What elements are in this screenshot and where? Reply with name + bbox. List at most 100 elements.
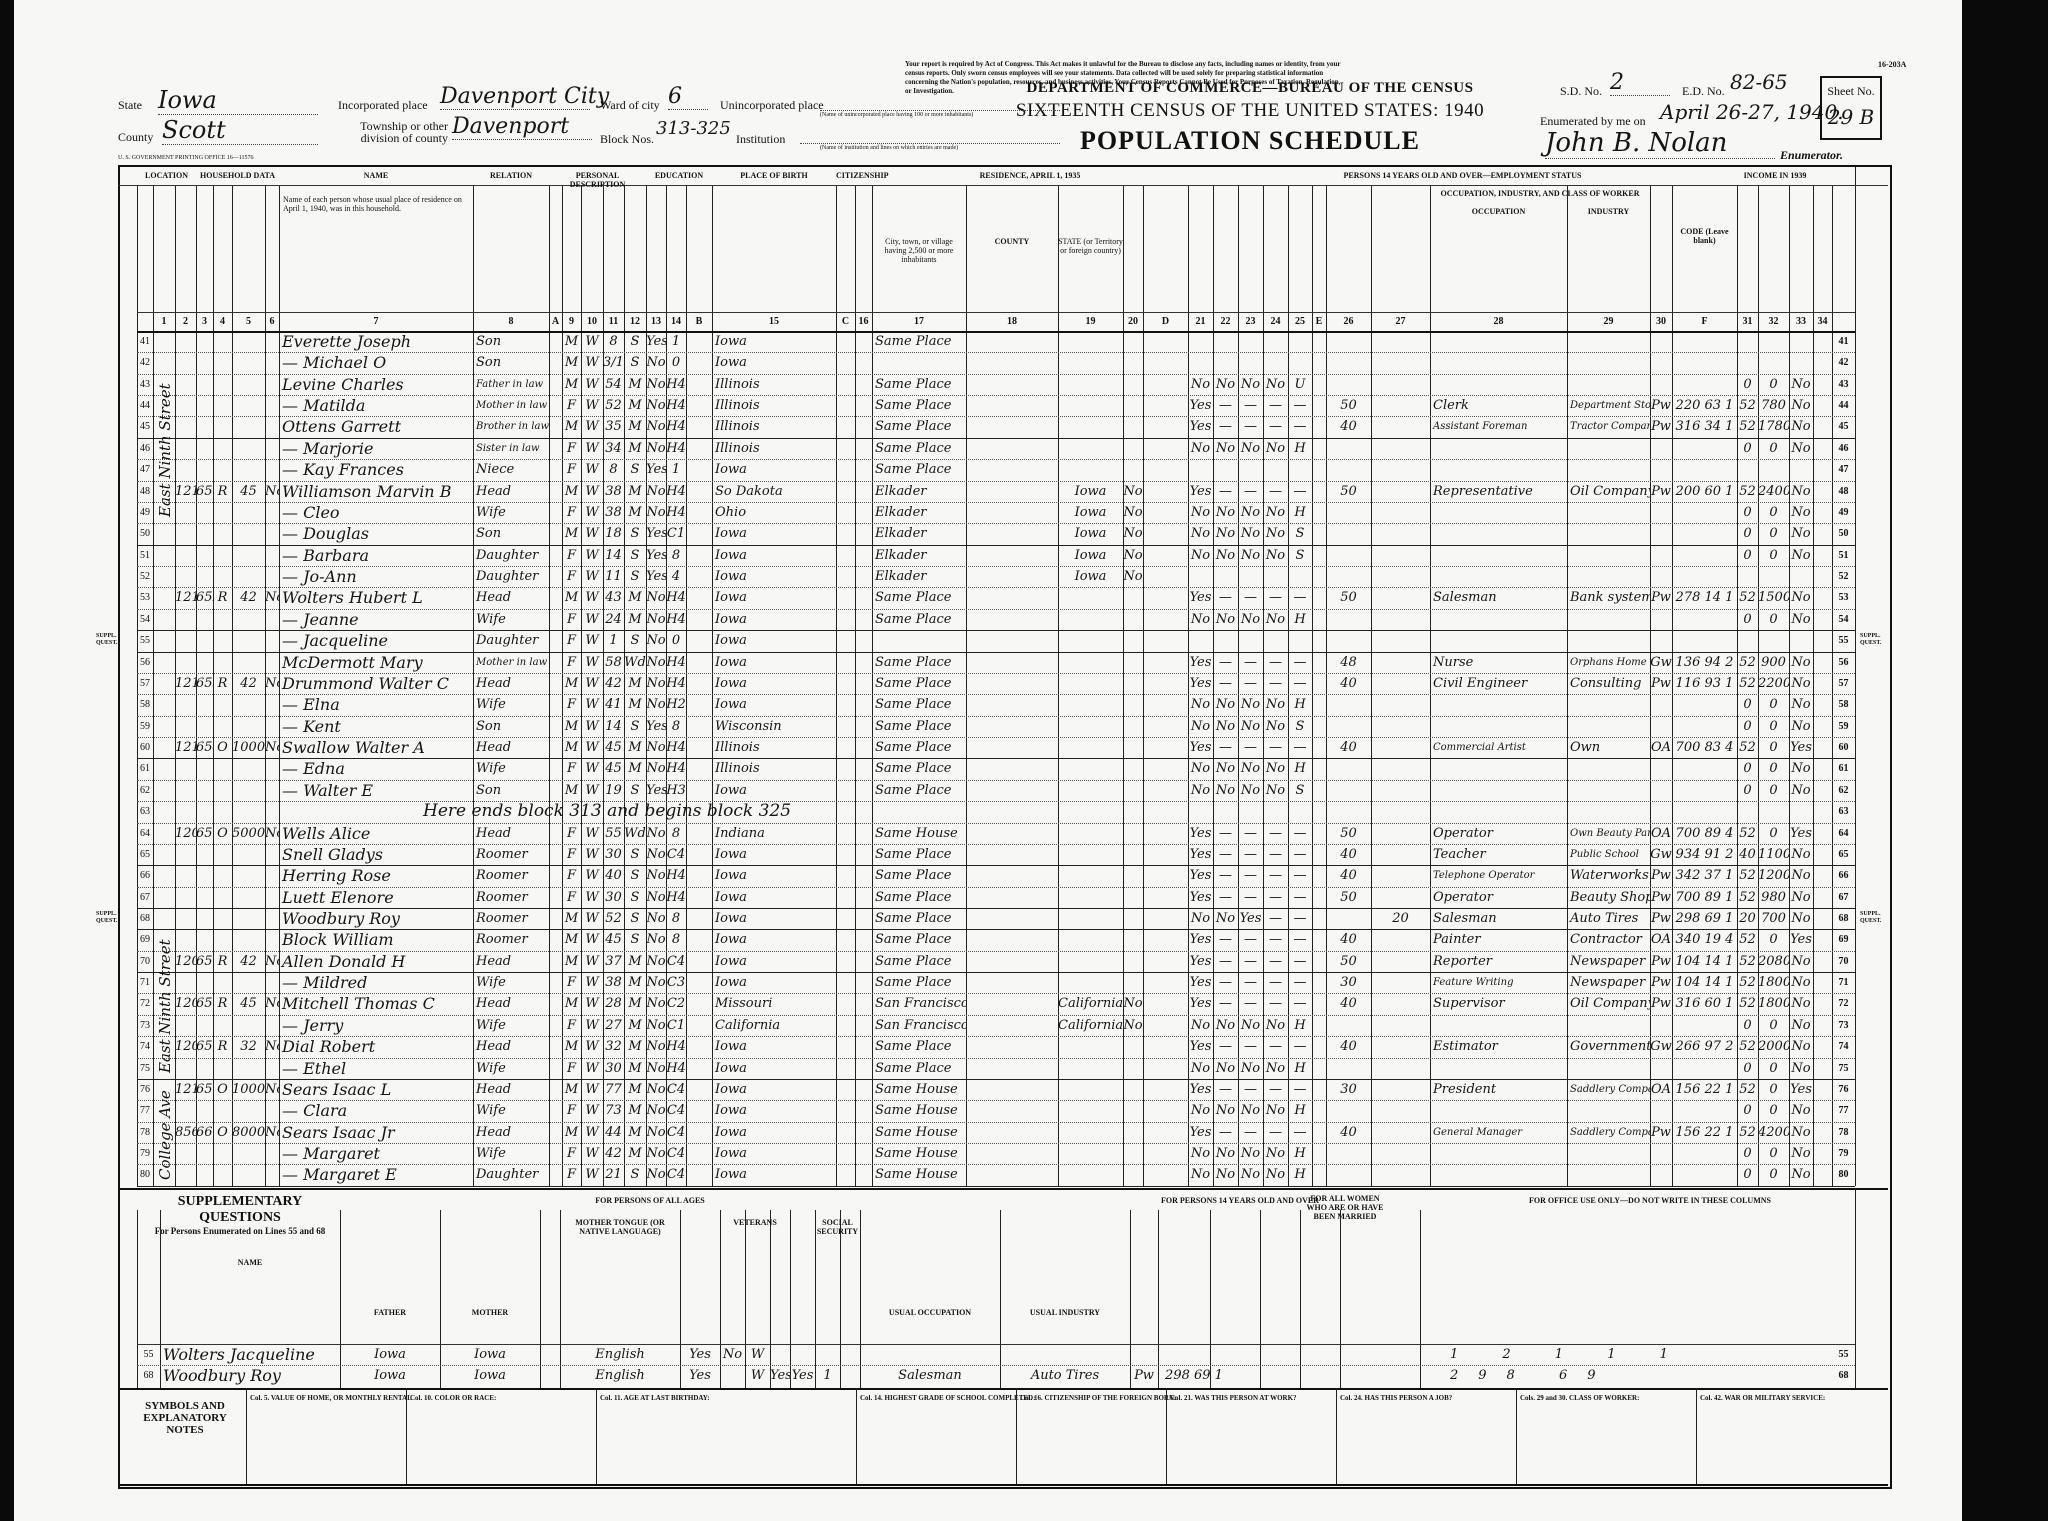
cell-farm: No [265, 826, 279, 841]
cell-hrs: 30 [1340, 975, 1357, 990]
cell-res: Elkader [875, 505, 927, 520]
cell-inc: 0 [1769, 719, 1778, 734]
cell-wk: 0 [1743, 441, 1752, 456]
cell-w21: Yes [1189, 419, 1212, 434]
state-label: State [118, 98, 142, 112]
census-title: SIXTEENTH CENSUS OF THE UNITED STATES: 1… [1015, 100, 1485, 121]
cell-occ: Civil Engineer [1433, 676, 1528, 691]
cell-oth: No [1791, 1061, 1811, 1076]
cell-oth: Yes [1790, 1082, 1812, 1097]
cell-wk: 0 [1743, 505, 1752, 520]
row-rule [137, 395, 1855, 396]
supp-col-usual-ind: USUAL INDUSTRY [1029, 1308, 1101, 1317]
cell-rel: Head [476, 1039, 512, 1054]
cell-code: 136 94 2 [1675, 655, 1734, 670]
cell-oth: No [1791, 1039, 1811, 1054]
enumerated-label: Enumerated by me on [1540, 114, 1646, 128]
cell-occ: Telephone Operator [1433, 870, 1535, 881]
column-rule [1312, 185, 1313, 1186]
row-rule [137, 545, 1855, 546]
cell-age: 28 [605, 996, 622, 1011]
line-number: 73 [1838, 1020, 1849, 1031]
cell-sex: M [564, 355, 579, 370]
cell-w22: — [1219, 1082, 1232, 1097]
cell-rfarm: No [1123, 996, 1143, 1011]
line-number: 68 [1838, 913, 1849, 924]
supp-over14: FOR PERSONS 14 YEARS OLD AND OVER [1161, 1196, 1319, 1205]
cell-oth: No [1791, 783, 1811, 798]
cell-gr: H4 [666, 868, 686, 883]
cell-wk: 52 [1739, 868, 1756, 883]
cell-ms: M [628, 761, 642, 776]
line-number: 78 [1838, 1127, 1849, 1138]
cell-wk: 52 [1739, 1125, 1756, 1140]
cell-oth: No [1791, 911, 1811, 926]
sheet-label: Sheet No. [1827, 84, 1875, 98]
cell-w22: No [1215, 1061, 1236, 1076]
cell-oth: No [1791, 761, 1811, 776]
cell-hh: 653 [196, 676, 213, 691]
cell-w25: — [1293, 954, 1307, 969]
cell-race: W [585, 1146, 599, 1161]
cell-wk: 52 [1739, 1082, 1756, 1097]
line-number: 75 [140, 1063, 150, 1074]
cell-w25: — [1293, 419, 1307, 434]
cell-w25: — [1293, 655, 1307, 670]
cell-own: R [217, 676, 228, 691]
cell-age: 14 [605, 719, 622, 734]
cell-w25: — [1293, 398, 1307, 413]
cell-name: Herring Rose [282, 866, 391, 885]
cell-inc: 1780 [1758, 419, 1789, 434]
schedule-title: POPULATION SCHEDULE [1080, 126, 1420, 155]
ed-label: E.D. No. [1682, 84, 1725, 98]
cell-sex: M [564, 1039, 579, 1054]
column-rule [581, 185, 582, 1186]
cell-w23: No [1240, 377, 1261, 392]
note-rule [1516, 1388, 1517, 1484]
column-number: 2 [183, 316, 188, 327]
row-rule [137, 609, 1855, 610]
cell-w23: — [1244, 890, 1257, 905]
cell-sex: F [566, 1018, 577, 1033]
cell-ind: Bank system [1570, 590, 1650, 605]
cell-sch: No [646, 847, 666, 862]
column-rule [680, 1210, 681, 1388]
cell-gr: H4 [666, 441, 686, 456]
cell-val: 8000 [232, 1125, 265, 1140]
cell-rel: Son [476, 526, 502, 541]
cell-inc: 0 [1769, 697, 1778, 712]
legal-notice: Your report is required by Act of Congre… [905, 60, 1341, 95]
cell-rel: Roomer [476, 911, 528, 926]
cell-sch: No [646, 1039, 666, 1054]
cell-race: W [585, 462, 599, 477]
cell-res: Elkader [875, 526, 927, 541]
cell-age: 77 [605, 1082, 622, 1097]
cell-inc: 900 [1761, 655, 1786, 670]
cell-w25: H [1294, 441, 1306, 456]
cell-hh: 656 [196, 954, 213, 969]
column-number: 19 [1085, 316, 1096, 327]
cell-birth: Iowa [715, 633, 747, 648]
cell-w21: No [1190, 719, 1211, 734]
supp-col-mother: MOTHER [471, 1308, 509, 1317]
cell-res: Same Place [875, 697, 952, 712]
supp-cell-tongue: English [595, 1347, 645, 1362]
line-number: 45 [140, 421, 150, 432]
cell-w21: Yes [1189, 954, 1212, 969]
county-label: County [118, 130, 154, 144]
cell-inc: 0 [1769, 1082, 1778, 1097]
cell-farm: No [265, 484, 279, 499]
cell-gr: C4 [666, 954, 686, 969]
cell-rel: Daughter [476, 633, 539, 648]
cell-gr: H4 [666, 1061, 686, 1076]
sheet-box: Sheet No. 29 B [1820, 76, 1882, 140]
cell-res: Same Place [875, 911, 952, 926]
cell-cls: Pw [1651, 911, 1671, 926]
cell-ms: S [630, 847, 640, 862]
cell-res: Same House [875, 1167, 958, 1182]
cell-house: 1207½ [175, 996, 196, 1011]
cell-name: Sears Isaac Jr [282, 1123, 395, 1142]
cell-sex: F [566, 505, 577, 520]
cell-sch: No [646, 740, 666, 755]
cell-own: O [217, 1125, 228, 1140]
